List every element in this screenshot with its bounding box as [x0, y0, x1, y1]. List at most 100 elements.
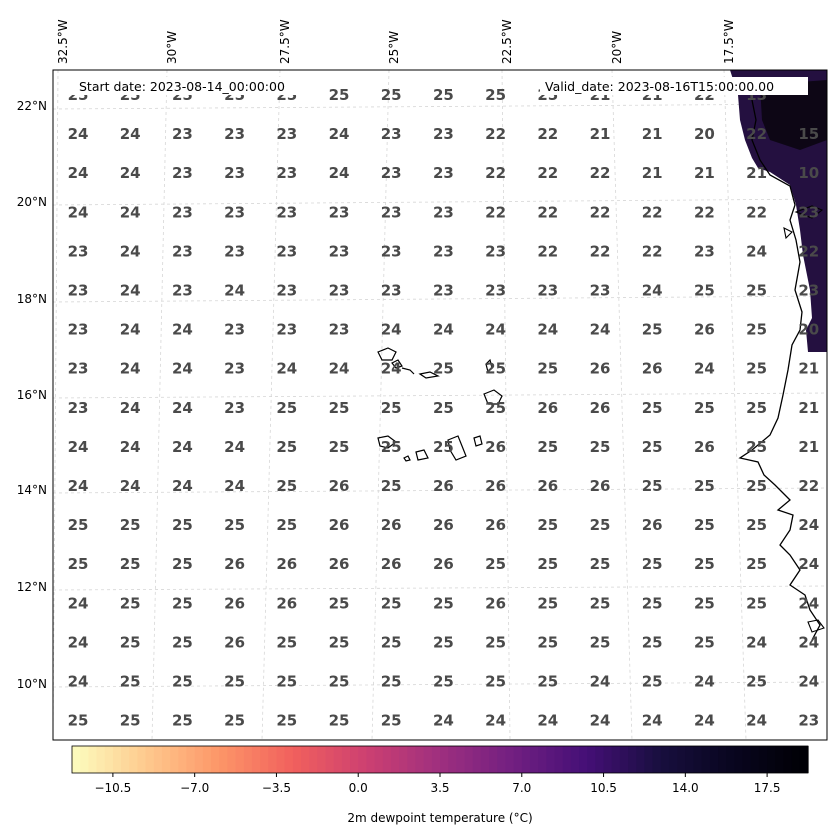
grid-value: 22 — [537, 203, 558, 221]
grid-value: 24 — [224, 438, 245, 456]
grid-value: 24 — [642, 712, 663, 730]
colorbar-tick-label: −10.5 — [94, 781, 131, 795]
grid-value: 24 — [172, 399, 193, 417]
grid-value: 25 — [746, 438, 767, 456]
island-boa-vista-north — [377, 435, 397, 449]
grid-value: 24 — [68, 203, 89, 221]
colorbar-cell — [644, 746, 654, 773]
colorbar-cell — [726, 746, 735, 773]
grid-value: 22 — [537, 164, 558, 182]
grid-value: 24 — [798, 555, 819, 573]
grid-value: 25 — [537, 673, 558, 691]
grid-value: 24 — [120, 438, 141, 456]
grid-value: 25 — [433, 86, 454, 104]
lat-label-22n: 22°N — [17, 99, 47, 113]
lat-label-14n: 14°N — [17, 483, 47, 497]
grid-value: 26 — [694, 321, 715, 339]
grid-value: 24 — [120, 399, 141, 417]
grid-value: 25 — [433, 673, 454, 691]
colorbar-cell — [464, 746, 474, 773]
grid-value: 25 — [642, 594, 663, 612]
grid-value: 25 — [276, 673, 297, 691]
colorbar-tick-label: 0.0 — [349, 781, 368, 795]
grid-value: 26 — [433, 555, 454, 573]
colorbar-cell — [145, 746, 155, 773]
lat-label-20n: 20°N — [17, 195, 47, 209]
grid-value: 24 — [120, 203, 141, 221]
grid-value: 25 — [537, 516, 558, 534]
colorbar-cell — [718, 746, 727, 773]
grid-value: 22 — [746, 125, 767, 143]
island-maio — [473, 435, 483, 447]
grid-value: 23 — [433, 203, 454, 221]
coastline-islands — [783, 205, 825, 633]
grid-value: 25 — [172, 594, 193, 612]
grid-value: 25 — [485, 555, 506, 573]
island-sao-nicolau — [401, 367, 415, 375]
grid-value: 25 — [433, 438, 454, 456]
grid-value: 25 — [590, 555, 611, 573]
grid-value: 24 — [590, 712, 611, 730]
grid-value: 25 — [485, 673, 506, 691]
grid-value: 25 — [746, 516, 767, 534]
grid-value: 23 — [68, 282, 89, 300]
grid-value: 25 — [694, 399, 715, 417]
grid-value: 25 — [329, 594, 350, 612]
grid-value: 25 — [381, 712, 402, 730]
grid-value: 24 — [746, 633, 767, 651]
colorbar-cell — [497, 746, 507, 773]
grid-value: 23 — [329, 242, 350, 260]
grid-value: 25 — [590, 633, 611, 651]
grid-value: 23 — [433, 164, 454, 182]
grid-value: 26 — [485, 516, 506, 534]
grid-value: 25 — [746, 673, 767, 691]
dry-air-core — [760, 80, 827, 150]
start-date-label: Start date: 2023-08-14_00:00:00 — [79, 79, 285, 94]
grid-value: 26 — [224, 555, 245, 573]
colorbar-cell — [309, 746, 318, 773]
grid-value: 25 — [381, 633, 402, 651]
grid-value: 23 — [224, 203, 245, 221]
grid-value: 22 — [642, 242, 663, 260]
grid-value: 23 — [485, 242, 506, 260]
grid-value: 23 — [172, 164, 193, 182]
grid-value: 22 — [485, 203, 506, 221]
grid-value: 26 — [642, 516, 663, 534]
grid-value: 24 — [68, 477, 89, 495]
lon-label-17-5w: 17.5°W — [722, 19, 736, 64]
grid-value: 24 — [120, 242, 141, 260]
grid-value: 25 — [329, 86, 350, 104]
colorbar-cell — [595, 746, 605, 773]
grid-value: 23 — [381, 125, 402, 143]
grid-value: 26 — [485, 594, 506, 612]
grid-value: 25 — [172, 712, 193, 730]
grid-value: 25 — [694, 594, 715, 612]
grid-value: 25 — [746, 360, 767, 378]
colorbar-cell — [480, 746, 490, 773]
colorbar-cell — [72, 746, 81, 773]
grid-value: 26 — [381, 555, 402, 573]
colorbar-cell — [80, 746, 89, 773]
grid-value: 26 — [329, 516, 350, 534]
grid-value: 23 — [224, 399, 245, 417]
cape-verde-islands — [377, 347, 503, 462]
grid-value: 25 — [642, 555, 663, 573]
colorbar-cell — [300, 746, 310, 773]
longitude-labels: 32.5°W 30°W 27.5°W 25°W 22.5°W 20°W 17.5… — [56, 19, 736, 64]
grid-value: 25 — [276, 438, 297, 456]
grid-value: 22 — [590, 164, 611, 182]
grid-value: 25 — [329, 712, 350, 730]
grid-value: 25 — [746, 555, 767, 573]
map-frame — [52, 69, 828, 741]
colorbar-cell — [399, 746, 408, 773]
grid-value: 24 — [120, 164, 141, 182]
grid-value: 23 — [224, 360, 245, 378]
colorbar-cell — [538, 746, 547, 773]
grid-value: 26 — [433, 477, 454, 495]
colorbar-cell — [153, 746, 163, 773]
grid-value: 23 — [798, 712, 819, 730]
grid-value: 25 — [433, 594, 454, 612]
colorbar-cell — [194, 746, 204, 773]
grid-value: 25 — [120, 516, 141, 534]
colorbar-cell — [423, 746, 433, 773]
